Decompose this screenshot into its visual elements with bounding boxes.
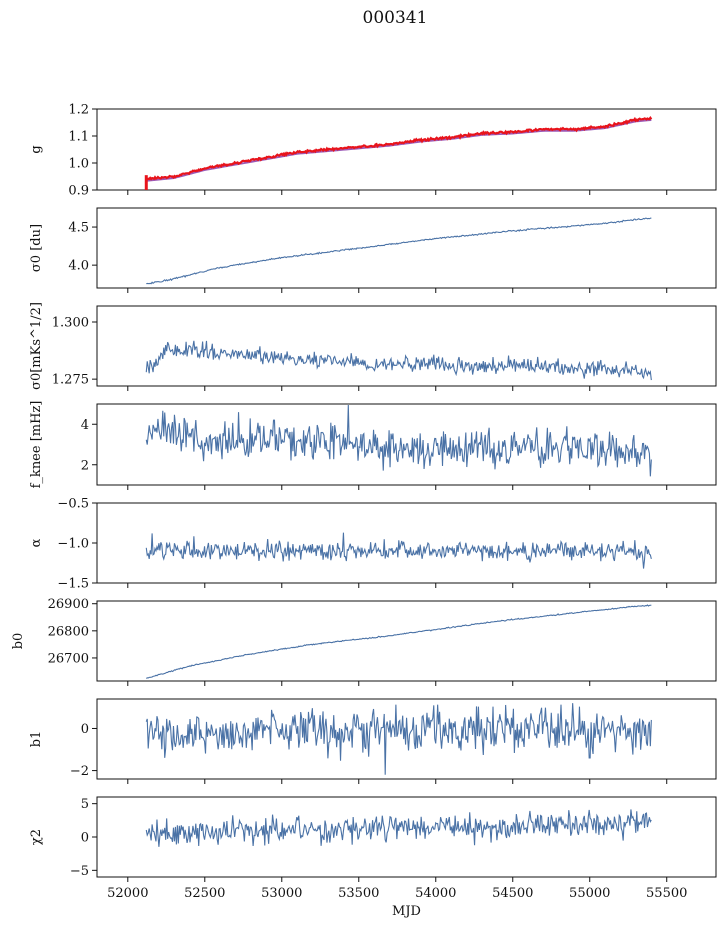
x-axis-label: MJD <box>392 904 421 919</box>
y-axis-label: b0 <box>11 633 26 650</box>
y-tick-label: 26800 <box>48 624 89 639</box>
y-tick-label: 1.1 <box>68 130 89 145</box>
y-axis-label: α <box>29 538 44 547</box>
axes-frame <box>96 698 717 780</box>
y-tick-label: 1.300 <box>52 316 89 331</box>
y-tick-label: 4 <box>81 418 89 433</box>
axes-frame <box>96 403 717 486</box>
x-tick-label: 53000 <box>261 886 302 901</box>
y-axis-label: f_knee [mHz] <box>29 401 44 489</box>
subplot-6: 26700 26800 26900 b0 <box>11 597 717 686</box>
x-tick-label: 55000 <box>569 886 610 901</box>
y-axis-label: χ2 <box>29 829 44 845</box>
subplot-8: −5 0 5 χ2 <box>29 796 717 882</box>
y-tick-label: −5 <box>70 864 89 879</box>
y-tick-label: 2 <box>81 458 89 473</box>
y-tick-label: 4.5 <box>68 221 89 236</box>
y-axis-label: σ0[mKs^1/2] <box>29 302 44 390</box>
series-line <box>145 703 652 775</box>
y-axis-label: σ0 [du] <box>29 224 44 272</box>
subplot-4: 2 4 f_knee [mHz] <box>29 401 717 490</box>
series-line <box>145 532 652 569</box>
y-tick-label: 5 <box>81 797 89 812</box>
y-tick-label: 0.9 <box>68 184 89 199</box>
series-line <box>145 809 652 847</box>
subplot-1: 0.9 1.0 1.1 1.2 g <box>29 103 717 199</box>
series-line <box>145 404 652 477</box>
x-tick-label: 52000 <box>107 886 148 901</box>
y-tick-label: −1.0 <box>57 537 89 552</box>
y-tick-label: 0 <box>81 831 89 846</box>
y-tick-label: −1.5 <box>57 577 89 592</box>
x-tick-label: 54000 <box>415 886 456 901</box>
y-tick-label: 1.275 <box>52 373 89 388</box>
y-tick-label: 4.0 <box>68 259 89 274</box>
y-tick-label: 26700 <box>48 651 89 666</box>
axes-frame <box>96 305 717 387</box>
axes-frame <box>96 108 717 191</box>
x-tick-label: 55500 <box>646 886 687 901</box>
series-line <box>145 340 652 381</box>
y-tick-label: −0.5 <box>57 497 89 512</box>
x-tick-label: 53500 <box>338 886 379 901</box>
figure-title: 000341 <box>362 8 428 28</box>
fit-line <box>146 116 653 181</box>
series-line <box>146 217 652 285</box>
y-axis-label: g <box>29 145 44 153</box>
y-tick-label: 0 <box>81 722 89 737</box>
y-tick-label: 1.2 <box>68 103 89 118</box>
x-tick-label: 54500 <box>492 886 533 901</box>
subplot-7: −2 0 b1 <box>29 698 717 784</box>
series-line <box>146 119 652 182</box>
series-line <box>145 604 652 679</box>
y-tick-label: 26900 <box>48 597 89 612</box>
y-tick-label: 1.0 <box>68 157 89 172</box>
axes-frame <box>96 600 717 682</box>
subplot-2: 4.0 4.5 σ0 [du] <box>29 207 717 293</box>
y-tick-label: −2 <box>70 764 89 779</box>
subplot-5: −1.5 −1.0 −0.5 α <box>29 497 717 592</box>
x-tick-label: 52500 <box>184 886 225 901</box>
axes-frame <box>96 207 717 289</box>
subplot-3: 1.275 1.300 σ0[mKs^1/2] <box>29 302 717 391</box>
y-axis-label: b1 <box>29 731 44 748</box>
